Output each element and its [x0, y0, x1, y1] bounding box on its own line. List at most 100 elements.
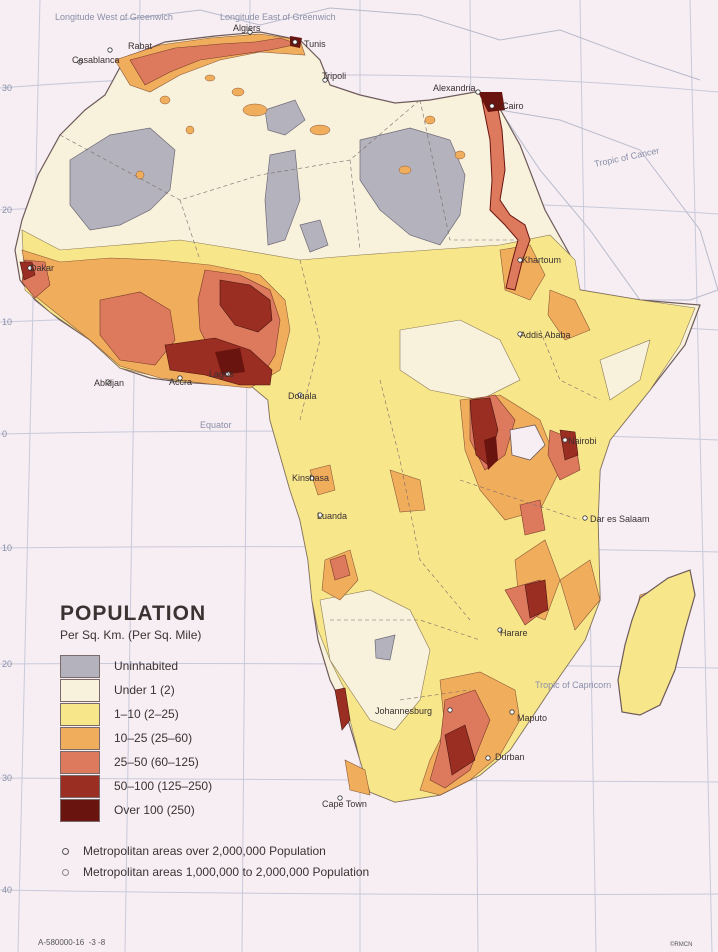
legend-swatch — [60, 654, 100, 678]
latitude-label: 30 — [2, 83, 12, 93]
city-marker — [517, 257, 523, 263]
city-label: Cairo — [502, 101, 524, 111]
latitude-label: 10 — [2, 543, 12, 553]
great-lakes-dense — [484, 436, 498, 470]
arabia-outline — [498, 109, 718, 301]
tropic-capricorn-label: Tropic of Capricorn — [535, 680, 611, 690]
city-marker — [292, 39, 298, 45]
legend-label: 25–50 (60–125) — [114, 755, 199, 769]
legend-row: 10–25 (25–60) — [60, 726, 360, 750]
latitude-label: 10 — [2, 317, 12, 327]
legend-items: Uninhabited Under 1 (2) 1–10 (2–25) 10–25 (… — [60, 654, 360, 822]
city-marker — [489, 103, 495, 109]
longitude-west-label: Longitude West of Greenwich — [55, 12, 173, 22]
legend-row: Over 100 (250) — [60, 798, 360, 822]
tropic-cancer-label: Tropic of Cancer — [593, 145, 660, 169]
city-label: Kinshasa — [292, 473, 329, 483]
city-label: Dakar — [30, 263, 54, 273]
city-label: Khartoum — [522, 255, 561, 265]
latitude-label: 20 — [2, 659, 12, 669]
legend-row: 1–10 (2–25) — [60, 702, 360, 726]
latitude-label: 40 — [2, 885, 12, 895]
city-marker — [297, 392, 303, 398]
city-marker — [509, 709, 515, 715]
city-marker — [309, 475, 315, 481]
latitude-label: 20 — [2, 205, 12, 215]
city-label: Douala — [288, 391, 317, 401]
legend-swatch — [60, 726, 100, 750]
latitude-labels: 30 20 10 0 10 20 30 40 — [2, 83, 12, 895]
city-label: Dar es Salaam — [590, 514, 650, 524]
nile-valley — [481, 97, 531, 291]
city-label: Johannesburg — [375, 706, 432, 716]
city-marker — [497, 627, 503, 633]
legend-swatch — [60, 702, 100, 726]
city-label: Algiers — [233, 23, 261, 33]
city-marker — [337, 795, 343, 801]
legend-label: 50–100 (125–250) — [114, 779, 213, 793]
legend-row: 25–50 (60–125) — [60, 750, 360, 774]
legend-row: Under 1 (2) — [60, 678, 360, 702]
city-label: Maputo — [517, 713, 547, 723]
city-marker — [177, 375, 183, 381]
lake-victoria — [509, 424, 546, 461]
legend-swatch — [60, 798, 100, 822]
city-label: Luanda — [317, 511, 347, 521]
city-marker — [77, 59, 83, 65]
city-marker — [447, 707, 453, 713]
lagos-dense — [215, 348, 245, 375]
metro-large-entry: Metropolitan areas over 2,000,000 Popula… — [62, 844, 326, 858]
legend-label: 10–25 (25–60) — [114, 731, 193, 745]
city-label: Nairobi — [568, 436, 597, 446]
city-label: Alexandria — [433, 83, 476, 93]
city-marker — [247, 29, 253, 35]
city-label: Accra — [169, 377, 192, 387]
legend-row: Uninhabited — [60, 654, 360, 678]
metro-medium-icon — [62, 869, 69, 877]
city-markers — [27, 29, 588, 801]
congo-low-density — [399, 319, 521, 401]
legend-label: Over 100 (250) — [114, 803, 195, 817]
city-marker — [105, 379, 111, 385]
city-marker — [225, 371, 231, 377]
city-marker — [475, 89, 481, 95]
longitude-east-label: Longitude East of Greenwich — [220, 12, 336, 22]
legend-title: POPULATION — [60, 602, 207, 625]
city-marker — [517, 331, 523, 337]
legend-swatch — [60, 678, 100, 702]
metro-medium-label: Metropolitan areas 1,000,000 to 2,000,00… — [83, 865, 370, 879]
legend-label: Under 1 (2) — [114, 683, 175, 697]
metro-large-label: Metropolitan areas over 2,000,000 Popula… — [83, 844, 326, 858]
city-label: Tunis — [304, 39, 326, 49]
city-label: Lagos — [209, 369, 234, 379]
legend: POPULATION Per Sq. Km. (Per Sq. Mile) Un… — [60, 602, 360, 822]
map-credit: ©RMCN — [670, 942, 693, 948]
city-label: Rabat — [128, 41, 153, 51]
city-label: Harare — [500, 628, 528, 638]
somalia-low-density — [599, 339, 651, 401]
kalahari-low-density — [319, 589, 431, 731]
nile-delta — [478, 92, 505, 112]
sahara-oases — [135, 74, 466, 180]
metro-large-icon — [62, 848, 69, 856]
legend-swatch — [60, 774, 100, 798]
legend-label: 1–10 (2–25) — [114, 707, 179, 721]
latitude-label: 0 — [2, 429, 7, 439]
map-code: A-580000-16 -3 -8 — [38, 938, 105, 947]
latitude-label: 30 — [2, 773, 12, 783]
city-label: Casablanca — [72, 55, 120, 65]
city-labels: Rabat Casablanca Algiers Tunis Tripoli Alexan… — [30, 23, 650, 809]
city-marker — [107, 47, 113, 53]
legend-label: Uninhabited — [114, 659, 179, 673]
city-marker — [485, 755, 491, 761]
city-label: Abidjan — [94, 378, 124, 388]
city-marker — [27, 265, 33, 271]
map-code-text: A-580000-16 — [38, 938, 85, 947]
city-label: Tripoli — [322, 71, 346, 81]
europe-outline — [119, 7, 701, 81]
city-marker — [322, 77, 328, 83]
uninhabited-areas — [69, 99, 466, 661]
legend-swatch — [60, 750, 100, 774]
metro-medium-entry: Metropolitan areas 1,000,000 to 2,000,00… — [62, 865, 369, 879]
